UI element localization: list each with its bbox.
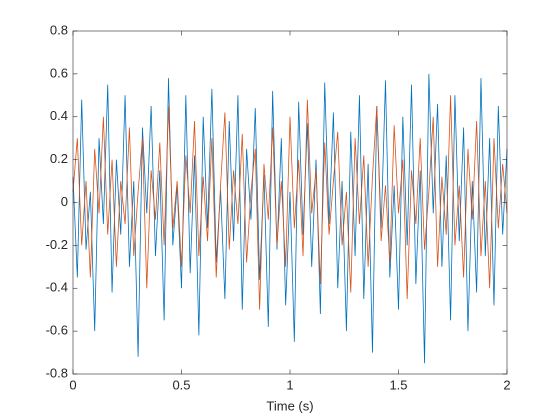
y-tick-label: 0.4 (50, 108, 68, 123)
series-line (72, 95, 508, 310)
y-tick-label: 0 (61, 194, 68, 209)
y-tick-label: -0.6 (46, 323, 68, 338)
y-tick-label: 0.2 (50, 151, 68, 166)
x-tick-label: 1.5 (389, 377, 407, 392)
y-tick-label: 0.6 (50, 65, 68, 80)
x-axis-label: Time (s) (266, 398, 313, 413)
x-tick-label: 1 (286, 377, 293, 392)
x-tick-label: 2 (503, 377, 510, 392)
y-tick-label: -0.8 (46, 365, 68, 380)
y-tick-label: -0.2 (46, 237, 68, 252)
x-tick-label: 0 (69, 377, 76, 392)
x-tick-label: 0.5 (172, 377, 190, 392)
y-tick-label: 0.8 (50, 22, 68, 37)
y-tick-label: -0.4 (46, 280, 68, 295)
